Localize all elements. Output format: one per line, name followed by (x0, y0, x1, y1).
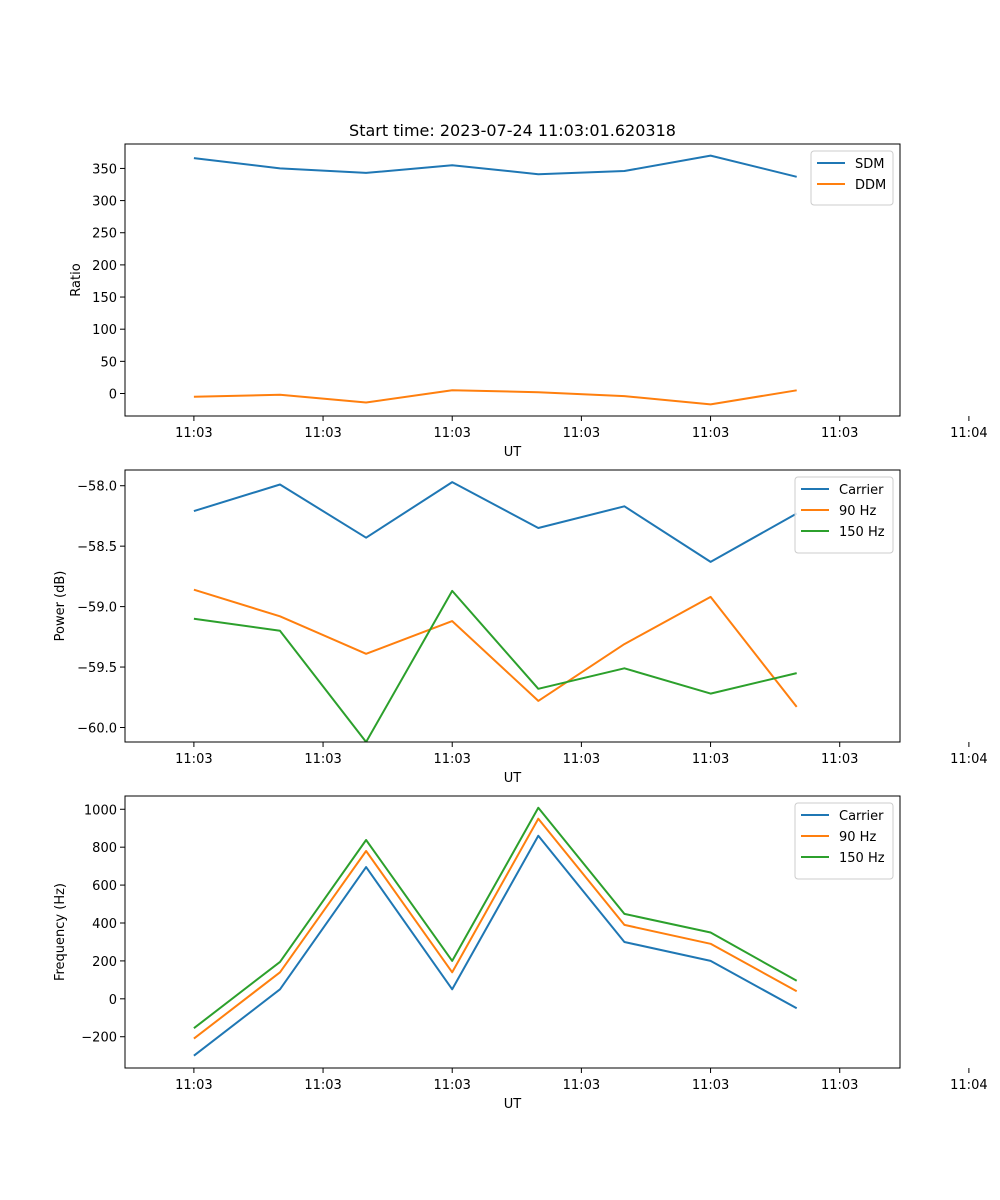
legend-entry: SDM (855, 157, 884, 172)
x-tick-label: 11:03 (821, 426, 858, 441)
y-tick-label: 300 (92, 195, 117, 210)
series-line-carrier (193, 481, 798, 563)
x-tick-label: 11:04 (950, 426, 987, 441)
y-tick-label: 200 (92, 955, 117, 970)
y-tick-label: 250 (92, 227, 117, 242)
x-tick-label: 11:03 (563, 752, 600, 767)
legend: Carrier 90 Hz 150 Hz (794, 476, 894, 554)
y-tick-label: 400 (92, 917, 117, 932)
legend: SDM DDM (810, 150, 894, 206)
y-tick-label: 200 (92, 259, 117, 274)
series-line-150-hz (193, 806, 798, 1029)
x-axis-label: UT (504, 445, 522, 460)
y-axis-label: Power (dB) (53, 571, 68, 642)
x-tick-label: 11:03 (304, 1078, 341, 1093)
plot-frame (124, 469, 901, 743)
x-tick-label: 11:03 (821, 752, 858, 767)
legend-box (794, 476, 894, 554)
y-tick-label: −60.0 (77, 721, 117, 736)
y-tick-label: −59.5 (77, 661, 117, 676)
x-tick-label: 11:03 (304, 426, 341, 441)
y-tick-label: −58.5 (77, 540, 117, 555)
chart-panel-3: 11:03 11:03 11:03 11:03 11:03 11:03 11:04 −200 0… (53, 795, 988, 1112)
series-line-150-hz (193, 589, 797, 742)
legend-box (810, 150, 894, 206)
legend-entry: Carrier (839, 809, 884, 824)
x-tick-label: 11:03 (563, 426, 600, 441)
x-tick-label: 11:03 (821, 1078, 858, 1093)
y-axis-label: Frequency (Hz) (53, 883, 68, 981)
legend-entry: 90 Hz (839, 504, 876, 519)
y-tick-label: 50 (100, 355, 117, 370)
legend-entry: Carrier (839, 483, 884, 498)
chart-title: Start time: 2023-07-24 11:03:01.620318 (349, 121, 676, 140)
x-tick-label: 11:04 (950, 752, 987, 767)
x-tick-label: 11:03 (692, 752, 729, 767)
y-tick-label: 350 (92, 162, 117, 177)
y-tick-label: 0 (109, 387, 117, 402)
y-tick-label: 1000 (84, 803, 117, 818)
x-tick-label: 11:03 (433, 1078, 470, 1093)
chart-panel-1: Start time: 2023-07-24 11:03:01.620318 11… (69, 121, 988, 460)
legend-entry: 150 Hz (839, 851, 885, 866)
x-tick-label: 11:03 (175, 426, 212, 441)
y-tick-label: −200 (81, 1031, 117, 1046)
y-axis-label: Ratio (69, 263, 84, 296)
legend-entry: DDM (855, 178, 886, 193)
x-tick-label: 11:03 (692, 426, 729, 441)
chart-panel-2: 11:03 11:03 11:03 11:03 11:03 11:03 11:04 −60.0… (53, 469, 988, 786)
x-axis-label: UT (504, 1097, 522, 1112)
x-tick-label: 11:03 (175, 752, 212, 767)
y-tick-label: 100 (92, 323, 117, 338)
series-line-90-hz (193, 817, 798, 1040)
series-line-90-hz (193, 588, 798, 708)
y-tick-label: 600 (92, 879, 117, 894)
y-tick-label: −58.0 (77, 480, 117, 495)
x-tick-label: 11:03 (304, 752, 341, 767)
y-tick-label: 800 (92, 841, 117, 856)
x-axis-label: UT (504, 771, 522, 786)
y-tick-label: 0 (109, 993, 117, 1008)
series-line-ddm (193, 389, 797, 406)
series-line-sdm (193, 154, 797, 178)
plot-frame (124, 143, 901, 417)
x-tick-label: 11:03 (433, 752, 470, 767)
x-tick-label: 11:03 (433, 426, 470, 441)
x-tick-label: 11:03 (692, 1078, 729, 1093)
x-tick-label: 11:03 (563, 1078, 600, 1093)
series-line-carrier (193, 834, 798, 1057)
plot-frame (124, 795, 901, 1069)
x-tick-label: 11:04 (950, 1078, 987, 1093)
legend-box (794, 802, 894, 880)
legend-entry: 150 Hz (839, 525, 885, 540)
y-tick-label: −59.0 (77, 601, 117, 616)
y-tick-label: 150 (92, 291, 117, 306)
legend: Carrier 90 Hz 150 Hz (794, 802, 894, 880)
x-tick-label: 11:03 (175, 1078, 212, 1093)
legend-entry: 90 Hz (839, 830, 876, 845)
